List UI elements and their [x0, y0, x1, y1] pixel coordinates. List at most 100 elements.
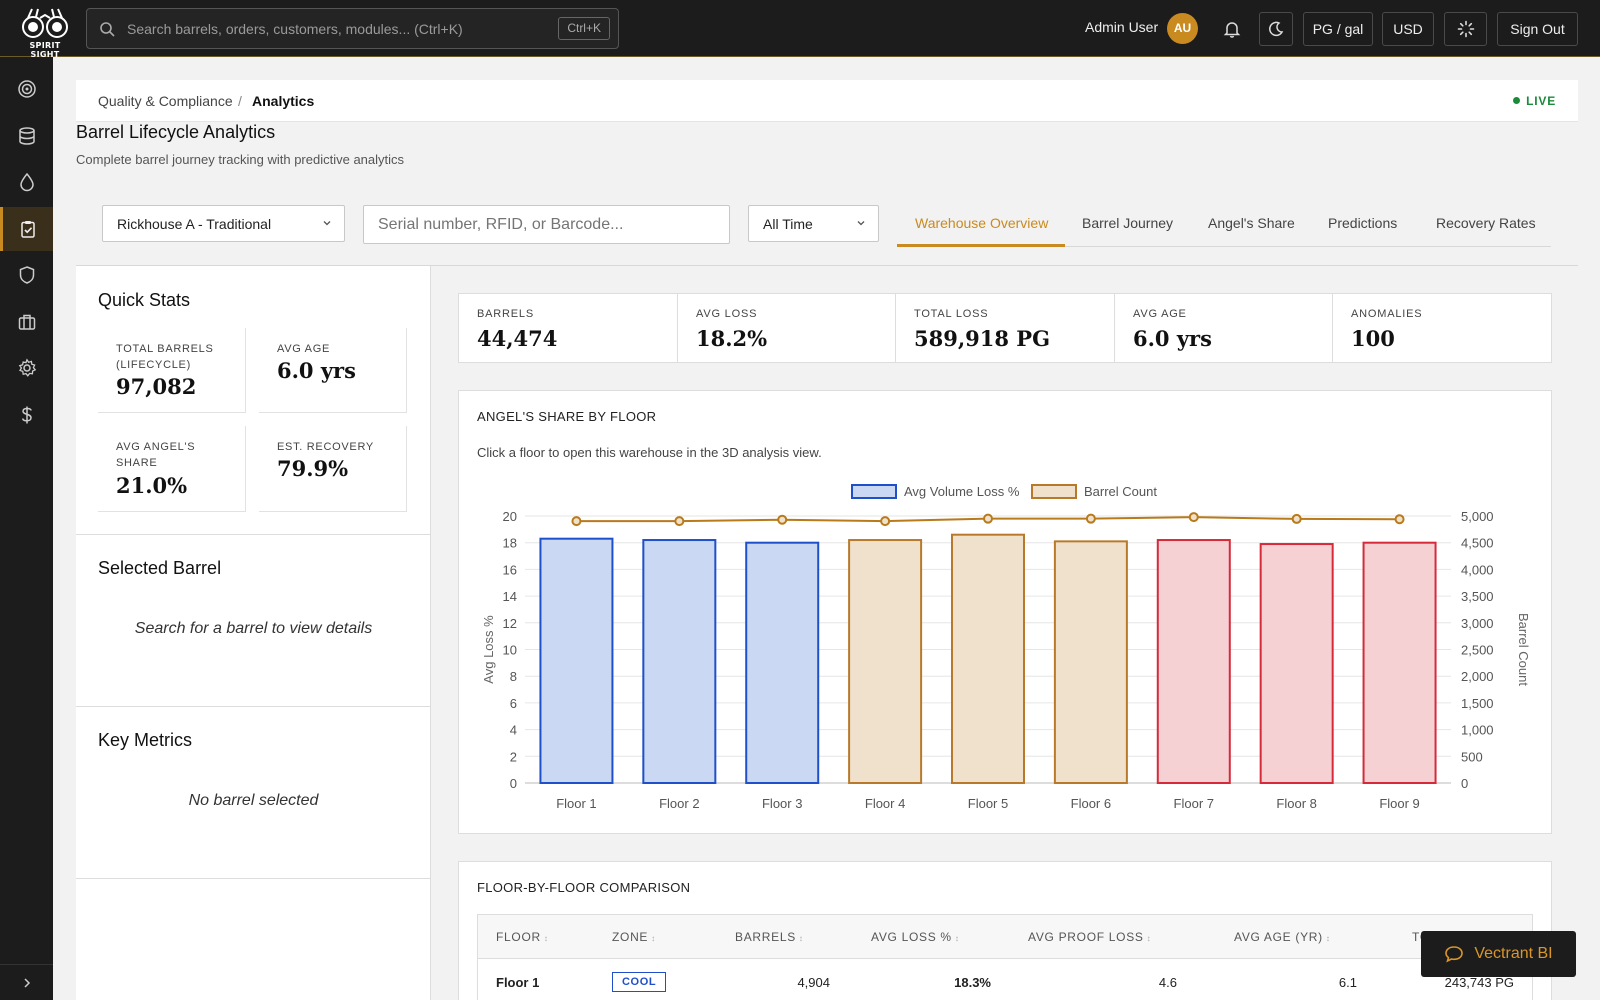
- user-name[interactable]: Admin User: [1085, 19, 1159, 35]
- kpi-total-loss: TOTAL LOSS 589,918 PG: [896, 294, 1115, 362]
- breadcrumb-separator: /: [238, 93, 242, 109]
- serial-search-input[interactable]: [363, 205, 730, 244]
- column-header-avg-proof-loss[interactable]: AVG PROOF LOSS ↕: [1028, 930, 1152, 944]
- y-tick-label: 8: [510, 669, 517, 684]
- chevron-right-icon: [23, 977, 30, 988]
- kpi-value: 6.0 yrs: [1133, 326, 1212, 351]
- x-tick-label: Floor 1: [556, 796, 596, 811]
- y2-tick-label: 1,000: [1461, 723, 1494, 738]
- stat-value: 6.0 yrs: [277, 358, 356, 383]
- tab-warehouse-overview[interactable]: Warehouse Overview: [915, 215, 1049, 231]
- y2-tick-label: 2,500: [1461, 643, 1494, 658]
- x-tick-label: Floor 5: [968, 796, 1008, 811]
- column-header-floor[interactable]: FLOOR ↕: [496, 930, 549, 944]
- table-card-title: FLOOR-BY-FLOOR COMPARISON: [477, 880, 691, 895]
- droplet-icon: [19, 172, 34, 192]
- search-shortcut: Ctrl+K: [558, 17, 610, 40]
- sidebar-item-quality[interactable]: [0, 207, 53, 251]
- currency-button[interactable]: USD: [1382, 12, 1434, 46]
- briefcase-icon: [18, 314, 35, 330]
- notifications-button[interactable]: [1215, 12, 1249, 46]
- kpi-label: AVG LOSS: [696, 308, 758, 320]
- sidebar-item-settings[interactable]: [0, 346, 53, 390]
- time-range-select[interactable]: All Time: [748, 205, 879, 242]
- breadcrumb-parent[interactable]: Quality & Compliance: [98, 93, 233, 109]
- cell-avg-proof-loss: 4.6: [1158, 975, 1177, 990]
- y2-tick-label: 3,000: [1461, 616, 1494, 631]
- chevron-down-icon: [323, 221, 331, 226]
- chevron-down-icon: [857, 221, 865, 226]
- logo[interactable]: SPIRIT SIGHT: [18, 6, 72, 59]
- binoculars-icon: [22, 8, 68, 38]
- sort-icon: ↕: [543, 934, 549, 943]
- barrel-count-point-6: [1085, 513, 1096, 524]
- sidebar-expand-button[interactable]: [0, 964, 53, 1000]
- warehouse-select[interactable]: Rickhouse A - Traditional: [102, 205, 345, 242]
- y-tick-label: 16: [503, 562, 517, 577]
- logo-text: SPIRIT SIGHT: [29, 41, 61, 59]
- unit-toggle-button[interactable]: PG / gal: [1303, 12, 1373, 46]
- sort-icon: ↕: [651, 934, 656, 943]
- sidebar-item-compliance[interactable]: [0, 253, 53, 297]
- breadcrumb-current: Analytics: [252, 93, 315, 109]
- x-tick-label: Floor 4: [865, 796, 905, 811]
- tab-predictions[interactable]: Predictions: [1328, 215, 1398, 231]
- vectrant-bi-button[interactable]: Vectrant BI: [1421, 931, 1576, 977]
- sidebar: [0, 57, 53, 1000]
- key-metrics-title: Key Metrics: [98, 730, 193, 750]
- stat-avg-age: AVG AGE 6.0 yrs: [259, 328, 407, 413]
- bar-6: [1053, 540, 1128, 784]
- kpi-value: 589,918 PG: [914, 326, 1051, 351]
- cell-barrels: 4,904: [797, 975, 830, 990]
- column-header-barrels[interactable]: BARRELS ↕: [735, 930, 804, 944]
- sidebar-item-production[interactable]: [0, 160, 53, 204]
- sidebar-item-finance[interactable]: [0, 393, 53, 437]
- y-tick-label: 14: [503, 589, 517, 604]
- kpi-avg-loss: AVG LOSS 18.2%: [678, 294, 896, 362]
- y-tick-label: 0: [510, 776, 517, 791]
- y2-tick-label: 4,000: [1461, 562, 1494, 577]
- barrel-count-point-4: [880, 516, 891, 527]
- loading-button[interactable]: [1444, 12, 1487, 46]
- angels-share-chart[interactable]: 0 2 4 6 8 10 12 14 16 18 20 0 500 1,000 1,500 2,000 2,50…: [459, 481, 1551, 831]
- y-tick-label: 6: [510, 696, 517, 711]
- y-tick-label: 20: [503, 509, 517, 524]
- kpi-label: TOTAL LOSS: [914, 308, 989, 320]
- stat-avg-angels-share: AVG ANGEL'S SHARE 21.0%: [98, 426, 246, 512]
- sidebar-item-inventory[interactable]: [0, 114, 53, 158]
- y2-tick-label: 1,500: [1461, 696, 1494, 711]
- chart-card-hint: Click a floor to open this warehouse in …: [477, 445, 822, 460]
- tab-recovery-rates[interactable]: Recovery Rates: [1436, 215, 1536, 231]
- y2-axis-title: Barrel Count: [1516, 613, 1531, 686]
- tab-barrel-journey[interactable]: Barrel Journey: [1082, 215, 1174, 231]
- stat-label: TOTAL BARRELS (LIFECYCLE): [116, 343, 214, 371]
- column-header-zone[interactable]: ZONE ↕: [612, 930, 656, 944]
- kpi-value: 44,474: [477, 326, 558, 351]
- y2-tick-label: 500: [1461, 749, 1483, 764]
- column-header-avg-age[interactable]: AVG AGE (YR) ↕: [1234, 930, 1331, 944]
- y2-tick-label: 2,000: [1461, 669, 1494, 684]
- target-icon: [17, 80, 36, 98]
- live-indicator: LIVE: [1513, 94, 1556, 108]
- database-icon: [18, 127, 35, 145]
- sort-icon: ↕: [1146, 934, 1152, 943]
- sidebar-item-business[interactable]: [0, 300, 53, 344]
- sort-icon: ↕: [954, 934, 960, 943]
- sign-out-button[interactable]: Sign Out: [1497, 12, 1578, 46]
- theme-toggle-button[interactable]: [1259, 12, 1293, 46]
- barrel-count-point-8: [1291, 513, 1302, 524]
- tab-angels-share[interactable]: Angel's Share: [1208, 215, 1295, 231]
- barrel-count-point-3: [777, 514, 788, 525]
- breadcrumb: Quality & Compliance / Analytics LIVE: [76, 80, 1578, 122]
- column-header-avg-loss[interactable]: AVG LOSS % ↕: [871, 930, 960, 944]
- divider: [76, 878, 431, 879]
- y-tick-label: 10: [503, 643, 517, 658]
- table-row[interactable]: Floor 1 COOL 4,904 18.3% 4.6 6.1 243,743…: [478, 959, 1532, 1000]
- bar-4: [848, 539, 923, 784]
- bar-7: [1156, 539, 1231, 784]
- sidebar-item-dashboard[interactable]: [0, 67, 53, 111]
- avatar[interactable]: AU: [1167, 13, 1198, 44]
- clipboard-check-icon: [21, 221, 35, 238]
- global-search[interactable]: Search barrels, orders, customers, modul…: [86, 8, 619, 49]
- vectrant-bi-label: Vectrant BI: [1474, 945, 1553, 962]
